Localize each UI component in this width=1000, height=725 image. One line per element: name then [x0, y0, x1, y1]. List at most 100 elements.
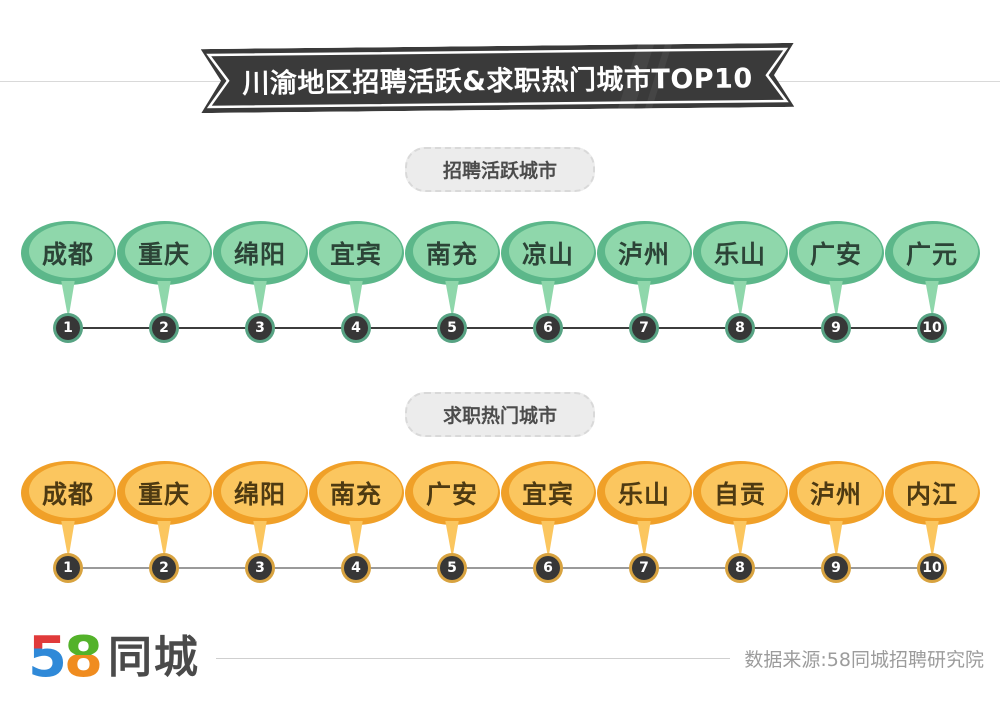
city-pin: 绵阳 3 — [212, 221, 308, 343]
city-label: 绵阳 — [233, 240, 286, 269]
city-pin-row: 成都 1 重庆 2 绵阳 3 宜宾 4 南充 5 凉山 6 泸州 7 乐山 8 广安 9 广元 10 — [20, 221, 980, 343]
page-title: 川渝地区招聘活跃&求职热门城市TOP10 — [242, 62, 753, 100]
rank-dot: 4 — [341, 313, 371, 343]
rank-number: 4 — [344, 556, 368, 580]
rank-dot: 10 — [917, 313, 947, 343]
city-label: 宜宾 — [521, 480, 574, 509]
connector-line — [68, 327, 932, 329]
rank-number: 9 — [824, 556, 848, 580]
rank-dot: 6 — [533, 553, 563, 583]
city-pin: 泸州 7 — [596, 221, 692, 343]
city-pin: 宜宾 6 — [500, 461, 596, 583]
rank-number: 4 — [344, 316, 368, 340]
rank-dot: 6 — [533, 313, 563, 343]
rank-dot: 5 — [437, 553, 467, 583]
city-bubble: 绵阳 — [212, 221, 308, 285]
rank-dot: 2 — [149, 313, 179, 343]
city-pin: 绵阳 3 — [212, 461, 308, 583]
section-label-recruiting: 招聘活跃城市 — [404, 147, 596, 192]
city-pin: 南充 5 — [404, 221, 500, 343]
rank-number: 1 — [56, 316, 80, 340]
rank-number: 7 — [632, 556, 656, 580]
logo-58: 58 — [28, 630, 103, 686]
city-pin: 乐山 8 — [692, 221, 788, 343]
city-label: 绵阳 — [233, 480, 286, 509]
rank-dot: 3 — [245, 313, 275, 343]
rank-dot: 5 — [437, 313, 467, 343]
city-bubble: 泸州 — [788, 461, 884, 525]
city-label: 泸州 — [809, 480, 862, 509]
city-bubble: 重庆 — [116, 221, 212, 285]
data-source-text: 数据来源:58同城招聘研究院 — [744, 648, 984, 671]
footer: 58 同城 数据来源:58同城招聘研究院 — [28, 620, 984, 696]
city-pin: 重庆 2 — [116, 461, 212, 583]
city-pin: 成都 1 — [20, 221, 116, 343]
city-bubble: 绵阳 — [212, 461, 308, 525]
city-label: 乐山 — [617, 480, 670, 509]
logo-digit-8: 8 — [63, 625, 103, 690]
title-ribbon: 川渝地区招聘活跃&求职热门城市TOP10 — [201, 43, 795, 113]
rank-dot: 7 — [629, 313, 659, 343]
city-pin: 广安 9 — [788, 221, 884, 343]
city-pin: 凉山 6 — [500, 221, 596, 343]
city-pin: 广元 10 — [884, 221, 980, 343]
city-pin: 乐山 7 — [596, 461, 692, 583]
rank-number: 7 — [632, 316, 656, 340]
city-bubble: 自贡 — [692, 461, 788, 525]
logo-wordmark: 同城 — [107, 632, 200, 683]
rank-dot: 9 — [821, 313, 851, 343]
section-label-jobseeking: 求职热门城市 — [404, 392, 596, 437]
rank-number: 10 — [920, 556, 944, 580]
city-pin: 自贡 8 — [692, 461, 788, 583]
rank-number: 8 — [728, 316, 752, 340]
footer-divider-line — [215, 657, 731, 659]
city-bubble: 成都 — [20, 461, 116, 525]
rank-dot: 9 — [821, 553, 851, 583]
connector-line — [68, 567, 932, 569]
rank-dot: 8 — [725, 553, 755, 583]
city-label: 宜宾 — [329, 240, 382, 269]
rank-number: 9 — [824, 316, 848, 340]
city-bubble: 南充 — [308, 461, 404, 525]
city-bubble: 内江 — [884, 461, 980, 525]
city-label: 南充 — [329, 480, 382, 509]
city-label: 重庆 — [137, 240, 190, 269]
city-bubble: 宜宾 — [308, 221, 404, 285]
rank-number: 3 — [248, 316, 272, 340]
rank-dot: 8 — [725, 313, 755, 343]
rank-number: 2 — [152, 556, 176, 580]
city-label: 成都 — [41, 480, 94, 509]
rank-dot: 1 — [53, 313, 83, 343]
city-label: 内江 — [905, 480, 958, 509]
rank-dot: 7 — [629, 553, 659, 583]
city-label: 乐山 — [713, 240, 766, 269]
rank-number: 6 — [536, 556, 560, 580]
city-pin: 南充 4 — [308, 461, 404, 583]
city-pin: 重庆 2 — [116, 221, 212, 343]
city-bubble: 泸州 — [596, 221, 692, 285]
rank-number: 5 — [440, 316, 464, 340]
city-label: 泸州 — [617, 240, 670, 269]
city-bubble: 乐山 — [692, 221, 788, 285]
rank-number: 5 — [440, 556, 464, 580]
city-bubble: 广安 — [788, 221, 884, 285]
city-bubble: 凉山 — [500, 221, 596, 285]
city-label: 凉山 — [521, 240, 574, 269]
ribbon-outline — [201, 43, 795, 113]
city-pin: 成都 1 — [20, 461, 116, 583]
logo-digit-5: 5 — [28, 625, 67, 690]
rank-dot: 1 — [53, 553, 83, 583]
city-label: 成都 — [41, 240, 94, 269]
city-bubble: 广安 — [404, 461, 500, 525]
rank-dot: 4 — [341, 553, 371, 583]
rank-number: 2 — [152, 316, 176, 340]
city-bubble: 重庆 — [116, 461, 212, 525]
city-label: 重庆 — [137, 480, 190, 509]
city-pin: 泸州 9 — [788, 461, 884, 583]
city-pin: 广安 5 — [404, 461, 500, 583]
logo-58tongcheng: 58 同城 — [28, 630, 200, 686]
city-bubble: 南充 — [404, 221, 500, 285]
city-pin: 宜宾 4 — [308, 221, 404, 343]
rank-dot: 3 — [245, 553, 275, 583]
